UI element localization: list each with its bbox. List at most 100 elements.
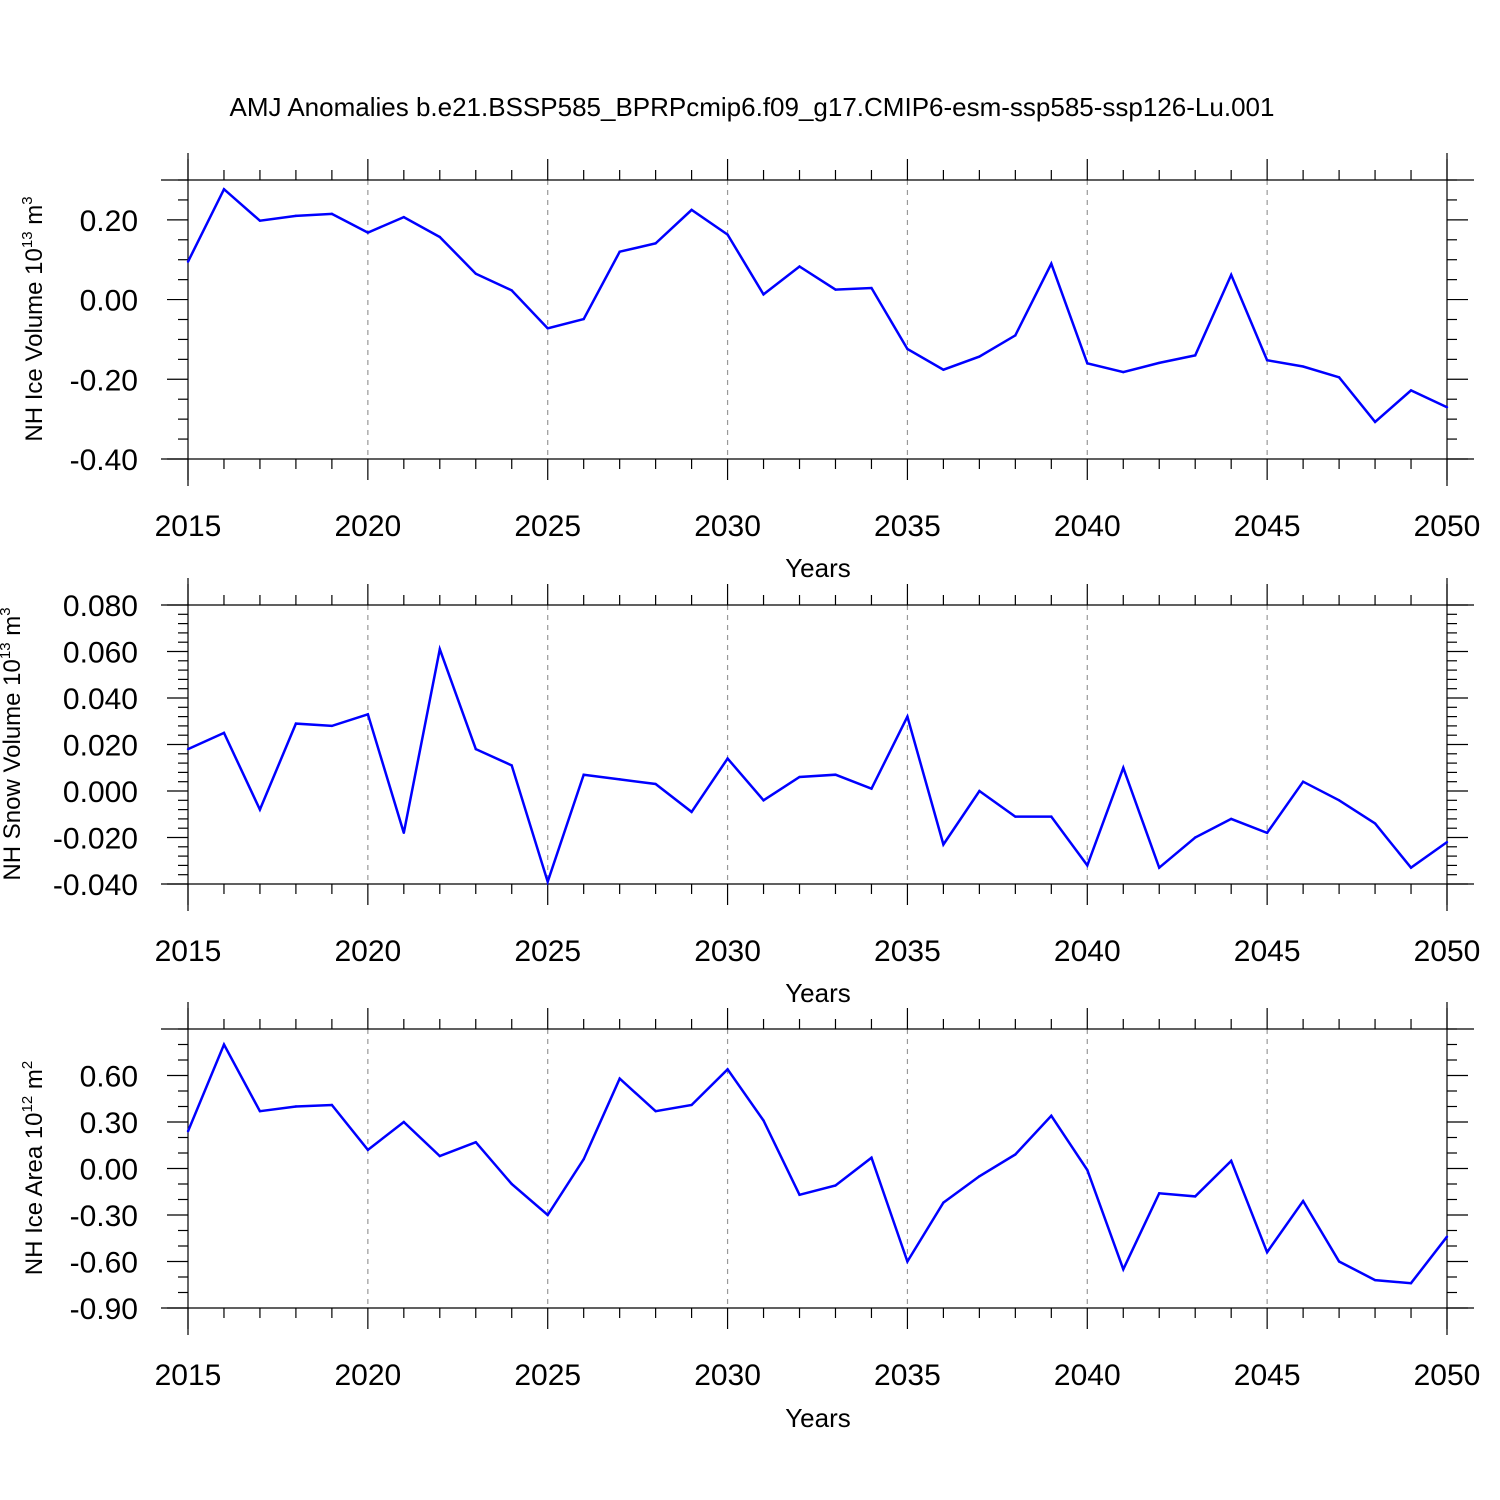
- y-axis-label-unit: m: [21, 205, 48, 232]
- data-point: [798, 265, 801, 268]
- y-tick-label: -0.020: [53, 823, 138, 856]
- x-tick-label: 2050: [1414, 510, 1481, 543]
- data-point: [366, 713, 370, 716]
- data-point: [978, 789, 981, 793]
- x-tick-label: 2025: [514, 935, 581, 968]
- data-point: [582, 317, 585, 321]
- data-point: [438, 235, 441, 239]
- data-point: [222, 187, 226, 191]
- data-point: [798, 1193, 801, 1197]
- y-axis-label-text: NH Ice Area 10: [21, 1112, 48, 1275]
- y-axis-label-unit: m: [0, 616, 26, 643]
- y-axis-label-text: NH Snow Volume 10: [0, 659, 26, 880]
- data-point: [1265, 358, 1269, 362]
- data-point: [258, 808, 262, 811]
- y-tick-label: 0.080: [63, 590, 138, 623]
- data-point: [978, 355, 981, 358]
- data-point: [654, 1109, 657, 1113]
- data-point: [1229, 817, 1233, 821]
- data-point: [1050, 262, 1053, 265]
- x-tick-label: 2035: [874, 1359, 941, 1392]
- data-point: [690, 208, 693, 212]
- data-point: [1373, 420, 1377, 424]
- panel-ice-volume: NH Ice Volume 1013 m3 Years 2015 2020 2025…: [19, 153, 1480, 583]
- data-point: [618, 250, 621, 253]
- data-point: [1122, 370, 1125, 374]
- data-point: [1409, 389, 1413, 392]
- data-point: [510, 289, 513, 292]
- data-point: [546, 880, 549, 883]
- data-point: [1086, 1168, 1089, 1172]
- data-point: [618, 778, 621, 781]
- data-point: [1158, 361, 1161, 365]
- data-point: [942, 843, 945, 846]
- y-axis-label-unit-exponent: 3: [19, 196, 36, 204]
- data-point: [1014, 1153, 1017, 1156]
- data-point: [474, 272, 477, 275]
- data-point: [870, 1156, 873, 1159]
- data-point: [906, 715, 909, 718]
- data-point: [330, 1103, 334, 1107]
- data-point: [1158, 1192, 1161, 1195]
- y-axis-label: NH Ice Area 1012 m2: [19, 1061, 48, 1275]
- y-tick-label: 0.20: [80, 205, 138, 238]
- data-point: [870, 286, 873, 290]
- data-point: [654, 242, 657, 245]
- data-point: [222, 1043, 226, 1046]
- data-point: [582, 773, 585, 776]
- x-axis-label: Years: [785, 553, 851, 583]
- y-tick-label: -0.40: [70, 444, 138, 477]
- y-axis-label-exponent: 13: [19, 231, 36, 248]
- data-point: [762, 1119, 765, 1122]
- data-point: [330, 212, 334, 216]
- data-point: [546, 327, 549, 330]
- data-point: [1050, 815, 1053, 818]
- x-tick-label: 2025: [514, 510, 581, 543]
- data-point: [762, 799, 765, 802]
- data-point: [402, 215, 406, 219]
- x-tick-label: 2035: [874, 935, 941, 968]
- data-point: [366, 1148, 370, 1152]
- y-tick-label: -0.040: [53, 869, 138, 902]
- panel-snow-volume: NH Snow Volume 1013 m3 Years 2015 2020 202…: [0, 578, 1480, 1008]
- data-point: [1373, 822, 1377, 825]
- data-point: [978, 1175, 981, 1178]
- figure-title: AMJ Anomalies b.e21.BSSP585_BPRPcmip6.f0…: [230, 92, 1275, 122]
- data-point: [1337, 376, 1341, 379]
- data-point: [1158, 866, 1161, 869]
- y-tick-label: 0.060: [63, 637, 138, 670]
- data-point: [1409, 1282, 1413, 1285]
- data-point: [402, 1120, 406, 1124]
- data-point: [1337, 1260, 1341, 1263]
- x-tick-label: 2050: [1414, 935, 1481, 968]
- y-tick-label: 0.00: [80, 285, 138, 318]
- data-point: [510, 764, 513, 767]
- data-point: [1014, 815, 1017, 818]
- y-tick-label: 0.000: [63, 776, 138, 809]
- data-point: [222, 731, 226, 735]
- y-tick-label: 0.30: [80, 1107, 138, 1140]
- data-point: [942, 368, 945, 371]
- y-axis-label-exponent: 13: [0, 642, 14, 659]
- data-point: [294, 214, 298, 218]
- panel-ice-area: NH Ice Area 1012 m2 Years 2015 2020 2025 20…: [19, 1002, 1480, 1433]
- data-point: [474, 1140, 477, 1144]
- data-point: [186, 747, 190, 751]
- y-axis-label-unit-exponent: 2: [19, 1061, 36, 1069]
- y-axis-label-unit: m: [21, 1069, 48, 1096]
- data-point: [1014, 334, 1017, 337]
- data-point: [582, 1158, 585, 1161]
- x-tick-label: 2015: [155, 935, 222, 968]
- y-tick-label: 0.040: [63, 683, 138, 716]
- data-point: [510, 1182, 513, 1186]
- x-tick-label: 2025: [514, 1359, 581, 1392]
- data-point: [1445, 1235, 1449, 1238]
- data-point: [1265, 831, 1269, 835]
- x-axis-label: Years: [785, 978, 851, 1008]
- x-tick-label: 2015: [155, 1359, 222, 1392]
- x-axis-label: Years: [785, 1403, 851, 1433]
- data-point: [762, 293, 765, 296]
- data-point: [1086, 362, 1089, 365]
- data-point: [726, 1068, 729, 1071]
- data-point: [474, 747, 477, 751]
